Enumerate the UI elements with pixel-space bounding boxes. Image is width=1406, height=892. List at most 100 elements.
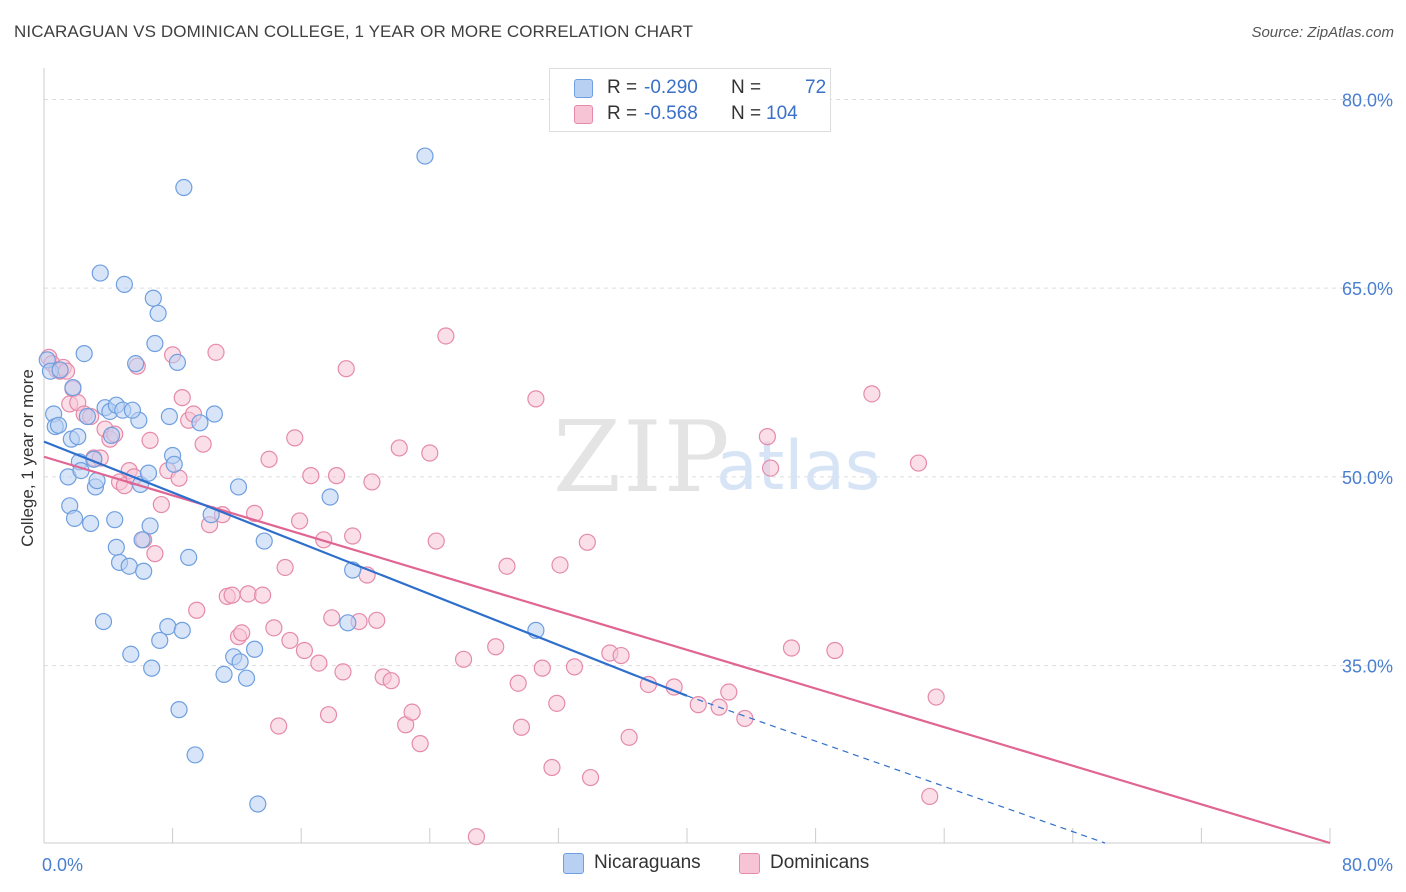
x-tick-label: 80.0% (1342, 855, 1393, 875)
data-point (123, 401, 142, 419)
data-point (295, 641, 314, 660)
data-point (237, 669, 256, 687)
data-point (260, 450, 278, 468)
legend-n-label: N = (731, 103, 762, 124)
data-point (255, 532, 273, 550)
data-point (245, 640, 264, 658)
data-point (249, 795, 267, 813)
data-point (344, 527, 362, 545)
data-point (281, 631, 299, 650)
data-point (286, 429, 304, 447)
data-point (323, 609, 341, 627)
data-point (551, 556, 569, 574)
data-point (151, 631, 169, 650)
data-point (122, 645, 140, 663)
data-point (390, 439, 408, 457)
data-point (533, 659, 551, 677)
legend-r-label: R = (607, 77, 638, 98)
data-point (223, 586, 241, 604)
data-point (382, 672, 400, 690)
data-point (509, 674, 527, 692)
data-point (467, 828, 486, 846)
data-point (107, 538, 125, 556)
data-point (207, 343, 225, 361)
data-point (94, 612, 113, 631)
data-point (51, 361, 69, 379)
data-point (427, 532, 445, 550)
data-point (75, 344, 93, 363)
data-point (141, 431, 159, 450)
y-tick-label: 35.0% (1342, 657, 1393, 677)
data-point (612, 646, 630, 665)
data-point (909, 454, 928, 472)
data-point (411, 735, 429, 753)
chart-title: NICARAGUAN VS DOMINICAN COLLEGE, 1 YEAR … (14, 22, 694, 41)
trend-lines (43, 440, 1331, 845)
data-point (215, 665, 233, 684)
data-point (761, 459, 780, 477)
data-point (144, 289, 162, 307)
data-point (290, 512, 309, 530)
data-point (180, 548, 198, 567)
data-point (548, 694, 566, 712)
nicaraguans-trend-extension (686, 695, 1106, 844)
data-point (527, 390, 545, 408)
data-point (146, 545, 164, 563)
data-point (133, 531, 151, 549)
data-point (186, 746, 204, 764)
dominicans-points (40, 327, 945, 846)
blue-swatch (574, 79, 593, 98)
data-point (416, 147, 434, 165)
y-tick-label: 65.0% (1342, 279, 1393, 299)
data-point (120, 557, 138, 575)
data-point (254, 586, 272, 604)
data-point (310, 654, 328, 672)
data-point (334, 663, 352, 681)
source-credit: Source: ZipAtlas.com (1251, 24, 1394, 41)
pink-swatch (574, 105, 593, 124)
x-tick-marks (43, 828, 1331, 843)
data-point (231, 653, 249, 671)
legend-r-value: -0.290 (644, 77, 698, 98)
data-point (159, 618, 177, 636)
data-point (581, 768, 600, 787)
gridlines (44, 98, 1393, 667)
data-point (173, 621, 191, 639)
data-point (91, 264, 109, 282)
data-point (141, 517, 159, 535)
data-point (205, 405, 223, 423)
data-point (152, 495, 170, 514)
data-point (165, 455, 183, 473)
data-point (337, 360, 355, 378)
data-point (194, 435, 212, 453)
data-point (146, 334, 164, 353)
data-point (78, 407, 97, 426)
data-point (135, 562, 153, 580)
data-point (826, 641, 844, 660)
data-point (160, 407, 178, 426)
data-point (921, 787, 939, 806)
watermark-atlas: atlas (716, 427, 880, 506)
y-axis-label: College, 1 year or more (18, 369, 37, 547)
data-point (102, 426, 121, 444)
data-point (139, 464, 158, 482)
data-point (339, 614, 357, 632)
legend-r-label: R = (607, 103, 638, 124)
data-point (620, 728, 638, 746)
data-point (454, 650, 473, 668)
y-tick-labels: 35.0% 50.0% 65.0% 80.0% (1342, 90, 1393, 676)
data-point (233, 624, 251, 642)
data-point (191, 414, 209, 432)
data-point (175, 178, 193, 197)
y-tick-label: 50.0% (1342, 468, 1393, 488)
legend-r-value: -0.568 (644, 103, 698, 124)
data-point (720, 683, 738, 701)
data-point (565, 658, 584, 676)
data-point (782, 639, 801, 657)
data-point (229, 478, 248, 496)
data-point (319, 706, 338, 724)
x-tick-label: 0.0% (42, 855, 83, 875)
data-point (368, 611, 386, 629)
data-point (758, 428, 776, 446)
